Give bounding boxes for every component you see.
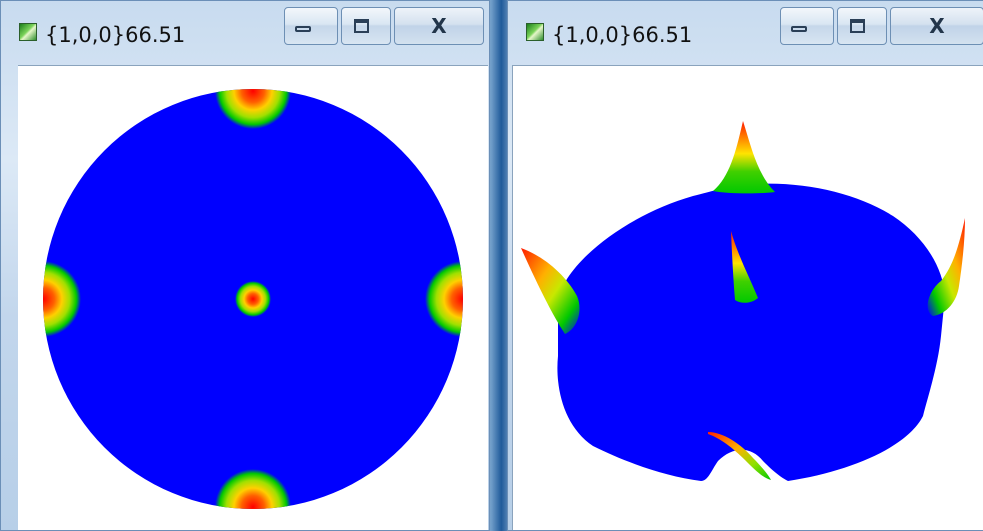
peak-spike-bottom (708, 432, 771, 480)
peak-spike-left (521, 248, 580, 334)
pole-figure-window-3d: {1,0,0}66.51 X (507, 0, 983, 531)
minimize-button[interactable] (780, 7, 834, 45)
minimize-icon (791, 26, 807, 32)
maximize-icon (850, 19, 865, 33)
minimize-button[interactable] (284, 7, 338, 45)
pole-peak-center (235, 281, 271, 317)
title-bar[interactable]: {1,0,0}66.51 X (508, 1, 983, 65)
app-icon[interactable] (526, 23, 544, 41)
pole-peak-right (425, 261, 463, 337)
minimize-icon (295, 26, 311, 32)
pole-figure-window-2d: {1,0,0}66.51 X (0, 0, 490, 531)
maximize-button[interactable] (341, 7, 391, 45)
pole-peak-left (43, 261, 81, 337)
window-title: {1,0,0}66.51 (552, 23, 693, 47)
app-icon[interactable] (19, 23, 37, 41)
close-button[interactable]: X (890, 7, 983, 45)
pole-peak-top (215, 89, 291, 129)
pole-peak-bottom (215, 469, 291, 509)
pole-figure-canvas (18, 65, 488, 530)
close-icon: X (929, 14, 945, 38)
pole-figure-3d-canvas (512, 65, 983, 530)
surface-base (557, 183, 945, 481)
window-title: {1,0,0}66.51 (45, 23, 186, 47)
pole-figure-3d (521, 121, 965, 481)
peak-spike-center (731, 231, 758, 303)
maximize-button[interactable] (837, 7, 887, 45)
peak-spike-top (713, 121, 775, 194)
pole-figure-2d (43, 89, 463, 509)
peak-spike-right (927, 218, 965, 316)
title-bar[interactable]: {1,0,0}66.51 X (1, 1, 489, 65)
close-icon: X (431, 14, 447, 38)
close-button[interactable]: X (394, 7, 484, 45)
maximize-icon (354, 19, 369, 33)
